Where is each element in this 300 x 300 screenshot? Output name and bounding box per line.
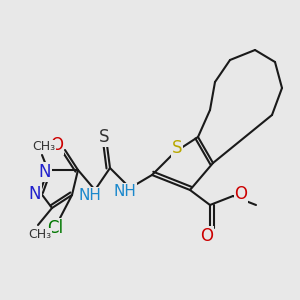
Text: O: O bbox=[235, 185, 248, 203]
Text: N: N bbox=[39, 163, 51, 181]
Text: CH₃: CH₃ bbox=[32, 140, 56, 154]
Text: Cl: Cl bbox=[47, 219, 63, 237]
Text: O: O bbox=[50, 136, 64, 154]
Text: N: N bbox=[29, 185, 41, 203]
Text: NH: NH bbox=[79, 188, 101, 202]
Text: O: O bbox=[200, 227, 214, 245]
Text: NH: NH bbox=[114, 184, 136, 199]
Text: S: S bbox=[99, 128, 109, 146]
Text: S: S bbox=[172, 139, 182, 157]
Text: CH₃: CH₃ bbox=[28, 229, 52, 242]
